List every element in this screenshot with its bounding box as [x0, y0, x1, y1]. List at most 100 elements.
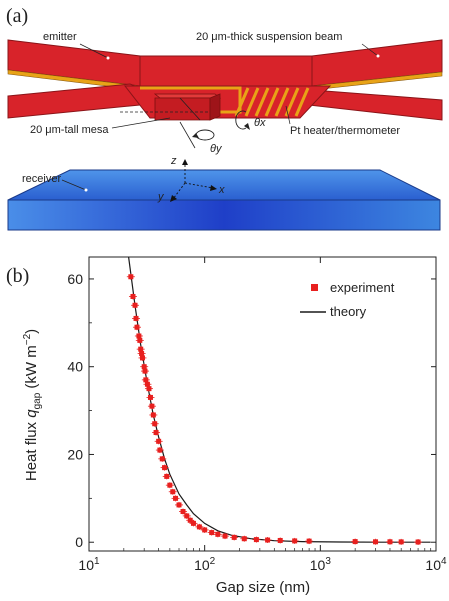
- experiment-marker: [147, 394, 153, 400]
- y-title-q: q: [23, 409, 40, 418]
- experiment-marker: [156, 438, 162, 444]
- experiment-marker: [136, 333, 142, 339]
- x-axis-arrow-icon: [210, 185, 217, 191]
- device-schematic: emitter 20 μm-thick suspension beam 20 μ…: [7, 31, 443, 231]
- experiment-point: [144, 385, 153, 392]
- experiment-marker: [415, 539, 421, 545]
- experiment-marker: [173, 495, 179, 501]
- y-axis-label: y: [157, 191, 165, 203]
- experiment-point: [276, 537, 285, 544]
- experiment-point: [414, 539, 423, 546]
- experiment-marker: [146, 386, 152, 392]
- theta-x-label: θx: [254, 117, 266, 129]
- experiment-marker: [150, 412, 156, 418]
- experiment-marker: [398, 539, 404, 545]
- experiment-point: [149, 411, 158, 418]
- mesa-top: [153, 93, 222, 99]
- experiment-point: [351, 538, 360, 545]
- experiment-point: [141, 368, 150, 375]
- experiment-point: [371, 538, 380, 545]
- experiment-marker: [241, 536, 247, 542]
- receiver-dot: [84, 188, 88, 192]
- y-axis-arrow-icon: [170, 195, 177, 202]
- plot-frame: [88, 256, 437, 552]
- experiment-point: [168, 488, 177, 495]
- panel-b-label: (b): [6, 265, 29, 287]
- experiment-marker: [187, 517, 193, 523]
- experiment-point: [179, 508, 188, 515]
- experiment-point: [152, 429, 161, 436]
- mesa-label: 20 μm-tall mesa: [30, 124, 109, 136]
- experiment-marker: [352, 539, 358, 545]
- experiment-marker: [132, 302, 138, 308]
- heater-label: Pt heater/thermometer: [290, 125, 400, 137]
- experiment-marker: [139, 355, 145, 361]
- experiment-point: [128, 293, 137, 300]
- legend-marker-experiment: [311, 284, 318, 291]
- experiment-point: [138, 354, 147, 361]
- y-tick-label: 40: [67, 359, 83, 375]
- experiment-marker: [164, 473, 170, 479]
- experiment-marker: [190, 520, 196, 526]
- experiment-point: [150, 420, 159, 427]
- experiment-marker: [162, 465, 168, 471]
- experiment-point: [165, 482, 174, 489]
- mesa-normal-line-2: [179, 121, 196, 149]
- experiment-marker: [209, 530, 215, 536]
- experiment-marker: [134, 324, 140, 330]
- experiment-marker: [387, 539, 393, 545]
- experiment-marker: [149, 403, 155, 409]
- x-axis-ticks: 101 102 103 104: [78, 257, 447, 573]
- experiment-point: [132, 324, 141, 331]
- experiment-point: [154, 438, 163, 445]
- experiment-point: [252, 536, 261, 543]
- experiment-marker: [138, 346, 144, 352]
- rotation-x-icon: [235, 110, 247, 130]
- experiment-marker: [170, 489, 176, 495]
- experiment-point: [182, 512, 191, 519]
- experiment-marker: [196, 524, 202, 530]
- experiment-point: [175, 501, 184, 508]
- x-tick-label: 101: [78, 556, 100, 573]
- y-tick-label: 20: [67, 446, 83, 462]
- experiment-point: [160, 464, 169, 471]
- experiment-point: [385, 538, 394, 545]
- theta-y-label: θy: [210, 143, 223, 155]
- experiment-marker: [139, 351, 145, 357]
- y-title-unit: (kW m: [23, 345, 40, 392]
- experiment-marker: [167, 482, 173, 488]
- experiment-marker: [144, 381, 150, 387]
- experiment-marker: [265, 537, 271, 543]
- receiver-label: receiver: [22, 173, 61, 185]
- experiment-point: [207, 529, 216, 536]
- beam-label: 20 μm-thick suspension beam: [196, 31, 342, 43]
- z-axis-label: z: [170, 155, 177, 167]
- experiment-point: [230, 534, 239, 541]
- experiment-marker: [157, 447, 163, 453]
- experiment-point: [200, 526, 209, 533]
- y-title-exp: −2: [22, 333, 33, 345]
- y-tick-label: 0: [75, 534, 83, 550]
- experiment-marker: [180, 509, 186, 515]
- experiment-marker: [215, 531, 221, 537]
- x-tick-label: 102: [194, 556, 216, 573]
- x-axis-title: Gap size (nm): [216, 579, 310, 596]
- x-axis-label: x: [218, 184, 225, 196]
- experiment-marker: [373, 539, 379, 545]
- experiment-point: [186, 517, 195, 524]
- experiment-point: [290, 537, 299, 544]
- experiment-point: [240, 535, 249, 542]
- heat-flux-chart: 0 20 40 60 101 102 103 104 experiment theory G…: [22, 256, 447, 596]
- experiment-marker: [142, 368, 148, 374]
- experiment-marker: [152, 421, 158, 427]
- experiment-point: [305, 538, 314, 545]
- experiment-marker: [277, 537, 283, 543]
- receiver-block: [7, 199, 441, 231]
- rotation-x-arrow-icon: [244, 123, 250, 130]
- emitter-label: emitter: [43, 31, 77, 43]
- experiment-marker: [128, 274, 134, 280]
- experiment-marker: [202, 527, 208, 533]
- experiment-marker: [159, 456, 165, 462]
- experiment-point: [221, 533, 230, 540]
